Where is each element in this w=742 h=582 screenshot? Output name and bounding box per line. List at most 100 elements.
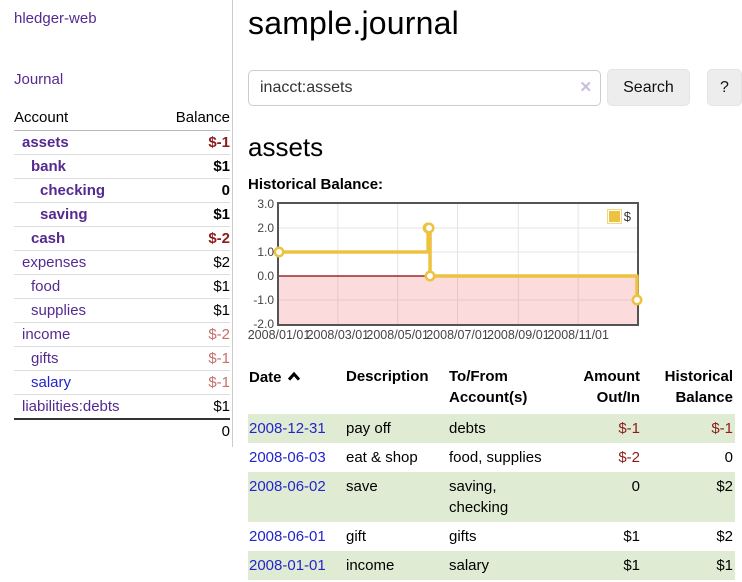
register-header-date[interactable]: Date xyxy=(248,364,345,414)
transaction-balance: $1 xyxy=(716,557,733,574)
account-balance: 0 xyxy=(156,178,230,203)
x-axis-tick-label: 2008/05/01 xyxy=(366,328,429,342)
transaction-amount: 0 xyxy=(631,478,640,495)
data-point-marker xyxy=(424,270,436,282)
register-row: 2008-06-01 gift gifts $1 $2 xyxy=(248,522,735,551)
accounts-table: Account Balance assets $-1 bank $1 checking 0… xyxy=(14,106,230,443)
account-row: assets $-1 xyxy=(14,131,230,155)
account-link-expenses[interactable]: expenses xyxy=(22,254,87,271)
app-brand-link[interactable]: hledger-web xyxy=(14,10,97,27)
account-link-salary[interactable]: salary xyxy=(31,374,72,391)
account-row: food $1 xyxy=(14,274,230,299)
account-balance: $-1 xyxy=(208,134,230,151)
data-point-marker xyxy=(423,222,435,234)
help-button[interactable]: ? xyxy=(706,69,742,106)
account-row: cash $-2 xyxy=(14,226,230,251)
account-balance: $1 xyxy=(156,202,230,227)
transaction-accounts: debts xyxy=(449,420,486,437)
account-row: expenses $2 xyxy=(14,250,230,275)
account-link-assets[interactable]: assets xyxy=(22,134,69,151)
transaction-description: save xyxy=(346,478,378,495)
register-header-description: Description xyxy=(346,368,429,385)
x-axis-tick-label: 2008/01/01 xyxy=(247,328,311,342)
register-row: 2008-12-31 pay off debts $-1 $-1 xyxy=(248,414,735,443)
transaction-balance: 0 xyxy=(724,449,733,466)
transaction-description: gift xyxy=(346,528,367,545)
account-link-gifts[interactable]: gifts xyxy=(31,350,59,367)
account-balance: $1 xyxy=(156,274,230,299)
search-input[interactable] xyxy=(248,69,602,106)
transaction-description: pay off xyxy=(346,420,391,437)
x-axis-tick-label: 2008/03/01 xyxy=(306,328,370,342)
sidebar: hledger-web Journal Account Balance asse… xyxy=(0,0,233,580)
transaction-balance: $2 xyxy=(716,528,733,545)
account-row: bank $1 xyxy=(14,154,230,179)
data-point-marker xyxy=(631,294,643,306)
account-link-checking[interactable]: checking xyxy=(40,182,106,199)
accounts-header-balance: Balance xyxy=(156,106,230,131)
account-link-food[interactable]: food xyxy=(31,278,61,295)
register-header-row: Date Description To/From Account(s) Amoun… xyxy=(248,364,735,414)
account-link-supplies[interactable]: supplies xyxy=(31,302,87,319)
chart-plot-area[interactable]: $ xyxy=(273,202,643,326)
account-balance: $-2 xyxy=(156,226,230,251)
x-axis-tick-label: 2008/09/01 xyxy=(487,328,550,342)
register-table: Date Description To/From Account(s) Amoun… xyxy=(248,364,735,580)
legend-swatch-icon xyxy=(606,209,622,224)
register-row: 2008-06-02 save saving, checking 0 $2 xyxy=(248,472,735,522)
account-link-cash[interactable]: cash xyxy=(31,230,66,247)
main-content: sample.journal ✕ Search ? assets Histori… xyxy=(233,0,742,580)
account-balance: $1 xyxy=(156,394,230,419)
accounts-total-spacer xyxy=(14,418,157,443)
account-row: liabilities:debts $1 xyxy=(14,394,230,419)
transaction-date-link[interactable]: 2008-12-31 xyxy=(249,420,326,437)
transaction-balance: $-1 xyxy=(711,420,733,437)
transaction-date-link[interactable]: 2008-01-01 xyxy=(249,557,326,574)
transaction-accounts: salary xyxy=(449,557,490,574)
account-link-bank[interactable]: bank xyxy=(31,158,67,175)
x-axis-tick-label: 2008/07/01 xyxy=(426,328,489,342)
transaction-date-link[interactable]: 2008-06-02 xyxy=(249,478,326,495)
clear-search-icon[interactable]: ✕ xyxy=(579,78,593,96)
transaction-amount: $1 xyxy=(623,557,640,574)
y-axis-tick-label: 3.0 xyxy=(257,197,274,211)
account-link-income[interactable]: income xyxy=(22,326,71,343)
account-balance: $1 xyxy=(156,298,230,323)
page-title: sample.journal xyxy=(248,5,459,41)
account-row: supplies $1 xyxy=(14,298,230,323)
register-row: 2008-06-03 eat & shop food, supplies $-2 0 xyxy=(248,443,735,472)
transaction-accounts: food, supplies xyxy=(449,449,542,466)
transaction-date-link[interactable]: 2008-06-03 xyxy=(249,449,326,466)
chart-title: Historical Balance: xyxy=(248,176,384,193)
y-axis-tick-label: 1.0 xyxy=(257,245,274,259)
search-button[interactable]: Search xyxy=(607,69,690,106)
sidebar-inner: hledger-web Journal Account Balance asse… xyxy=(0,0,233,447)
chart-canvas xyxy=(273,204,643,324)
sidebar-item-journal[interactable]: Journal xyxy=(14,71,64,88)
transaction-description: eat & shop xyxy=(346,449,418,466)
sort-ascending-icon xyxy=(287,366,301,387)
chart-legend: $ xyxy=(604,208,633,225)
account-row: salary $-1 xyxy=(14,370,230,395)
account-row: saving $1 xyxy=(14,202,230,227)
transaction-amount: $-2 xyxy=(618,449,640,466)
search-form: ✕ Search ? xyxy=(248,69,742,106)
accounts-total-row: 0 xyxy=(14,418,230,443)
transaction-description: income xyxy=(346,557,395,574)
account-link-liabilities-debts[interactable]: liabilities:debts xyxy=(22,398,120,415)
register-row: 2008-01-01 income salary $1 $1 xyxy=(248,551,735,580)
accounts-total-value: 0 xyxy=(156,418,230,443)
account-title: assets xyxy=(248,132,324,162)
transaction-date-link[interactable]: 2008-06-01 xyxy=(249,528,326,545)
account-row: gifts $-1 xyxy=(14,346,230,371)
y-axis-tick-label: -2.0 xyxy=(253,317,274,331)
account-balance: $-2 xyxy=(156,322,230,347)
search-input-wrap: ✕ xyxy=(248,69,602,106)
register-header-balance: Historical Balance xyxy=(664,368,733,406)
register-header-accounts: To/From Account(s) xyxy=(449,368,528,406)
account-balance: $-1 xyxy=(156,370,230,395)
transaction-amount: $-1 xyxy=(618,420,640,437)
account-balance: $2 xyxy=(156,250,230,275)
account-link-saving[interactable]: saving xyxy=(40,206,88,223)
data-point-marker xyxy=(273,246,285,258)
